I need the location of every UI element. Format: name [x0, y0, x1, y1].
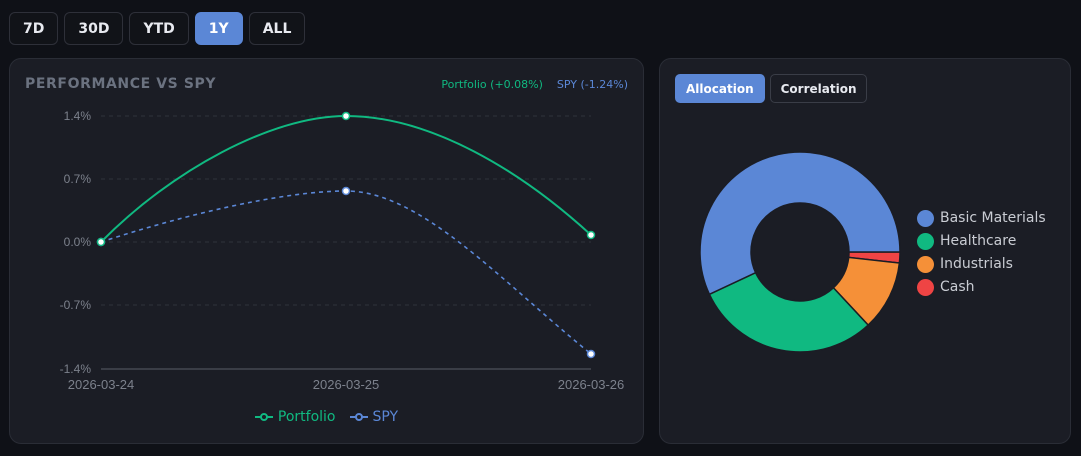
- data-point: [586, 230, 596, 240]
- portfolio-return-label: Portfolio (+0.08%): [441, 78, 543, 91]
- range-all-button[interactable]: ALL: [248, 12, 306, 45]
- performance-title: PERFORMANCE VS SPY: [25, 76, 217, 92]
- spy-line: [100, 190, 592, 355]
- spy-return-label: SPY (-1.24%): [556, 78, 628, 91]
- chart-legend: Portfolio SPY: [10, 409, 643, 425]
- allocation-panel: Allocation Correlation Basic Materials H…: [659, 58, 1071, 444]
- data-point: [341, 186, 351, 196]
- legend-item-cash[interactable]: Cash: [917, 278, 1046, 296]
- legend-item-healthcare[interactable]: Healthcare: [917, 232, 1046, 250]
- range-30d-button[interactable]: 30D: [64, 12, 124, 45]
- x-tick: 2026-03-26: [558, 377, 625, 392]
- color-dot-icon: [917, 278, 934, 296]
- legend-label: SPY: [372, 409, 399, 425]
- performance-summary: Portfolio (+0.08%) SPY (-1.24%): [441, 78, 628, 91]
- tab-allocation[interactable]: Allocation: [675, 74, 765, 103]
- performance-line-chart: 1.4% 0.7% 0.0% -0.7% -1.4% 2026-03-24 20…: [60, 109, 625, 392]
- slice-healthcare[interactable]: [708, 271, 870, 353]
- legend-label: Cash: [940, 279, 975, 295]
- legend-label: Industrials: [940, 256, 1013, 272]
- x-tick: 2026-03-24: [68, 377, 135, 392]
- legend-item-spy[interactable]: SPY: [349, 409, 399, 425]
- performance-panel: PERFORMANCE VS SPY Portfolio (+0.08%) SP…: [9, 58, 644, 444]
- data-point: [341, 111, 351, 121]
- allocation-donut-chart: [699, 151, 901, 353]
- legend-item-basic-materials[interactable]: Basic Materials: [917, 209, 1046, 227]
- legend-label: Portfolio: [277, 409, 336, 425]
- y-tick: -0.7%: [60, 298, 92, 312]
- legend-item-industrials[interactable]: Industrials: [917, 255, 1046, 273]
- legend-label: Healthcare: [940, 233, 1017, 249]
- y-tick: 0.0%: [64, 235, 92, 249]
- y-tick: 0.7%: [64, 172, 92, 186]
- y-tick: -1.4%: [60, 362, 92, 376]
- range-7d-button[interactable]: 7D: [9, 12, 59, 45]
- x-tick: 2026-03-25: [313, 377, 380, 392]
- legend-item-portfolio[interactable]: Portfolio: [254, 409, 336, 425]
- allocation-tabs: Allocation Correlation: [675, 74, 868, 103]
- range-ytd-button[interactable]: YTD: [129, 12, 189, 45]
- slice-basic-materials[interactable]: [699, 151, 901, 296]
- line-marker-icon: [349, 413, 368, 421]
- tab-correlation[interactable]: Correlation: [769, 74, 868, 103]
- y-axis-labels: 1.4% 0.7% 0.0% -0.7% -1.4%: [60, 109, 92, 376]
- gridlines: [101, 115, 591, 306]
- x-axis-labels: 2026-03-24 2026-03-25 2026-03-26: [68, 377, 625, 392]
- data-point: [96, 237, 106, 247]
- portfolio-points: [96, 111, 596, 247]
- color-dot-icon: [917, 209, 934, 227]
- line-marker-icon: [254, 413, 273, 421]
- time-range-selector: 7D 30D YTD 1Y ALL: [9, 12, 306, 45]
- y-tick: 1.4%: [64, 109, 92, 123]
- legend-label: Basic Materials: [940, 210, 1046, 226]
- color-dot-icon: [917, 232, 934, 250]
- color-dot-icon: [917, 255, 934, 273]
- allocation-legend: Basic Materials Healthcare Industrials C…: [917, 209, 1046, 296]
- range-1y-button[interactable]: 1Y: [194, 12, 243, 45]
- spy-points: [96, 186, 596, 359]
- data-point: [586, 349, 596, 359]
